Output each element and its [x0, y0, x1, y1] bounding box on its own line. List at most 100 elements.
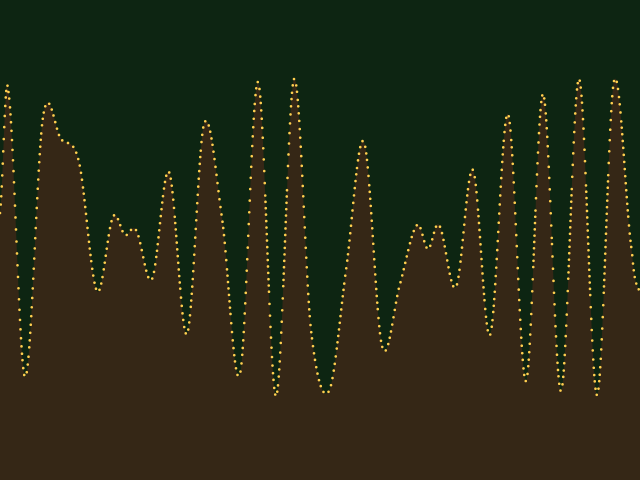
curve-dot	[18, 308, 21, 312]
curve-dot	[258, 87, 261, 91]
curve-dot	[143, 263, 147, 266]
curve-dot	[531, 265, 535, 269]
curve-dot	[567, 264, 571, 268]
curve-dot	[197, 169, 201, 173]
curve-dot	[609, 109, 613, 113]
curve-dot	[588, 293, 592, 297]
curve-dot	[32, 267, 36, 270]
curve-dot	[155, 249, 159, 253]
curve-dot	[254, 86, 258, 90]
curve-dot	[26, 363, 30, 366]
curve-dot	[451, 284, 455, 288]
curve-dot	[10, 138, 14, 142]
curve-dot	[150, 277, 154, 280]
curve-dot	[586, 235, 590, 239]
curve-dot	[496, 230, 500, 234]
curve-dot	[538, 123, 541, 126]
curve-dot	[334, 355, 338, 358]
curve-dot	[573, 121, 577, 124]
curve-dot	[517, 288, 521, 291]
curve-dot	[137, 234, 140, 238]
curve-dot	[548, 199, 552, 203]
curve-dot	[22, 373, 26, 377]
curve-dot	[350, 216, 354, 220]
curve-dot	[339, 314, 342, 318]
curve-dot	[162, 187, 166, 190]
curve-dot	[272, 386, 276, 390]
curve-dot	[342, 282, 346, 285]
curve-dot	[400, 274, 404, 277]
curve-dot	[607, 149, 611, 153]
curve-dot	[620, 126, 624, 129]
curve-dot	[628, 232, 632, 235]
curve-dot	[572, 130, 576, 134]
curve-dot	[93, 281, 96, 284]
curve-dot	[515, 244, 519, 248]
curve-dot	[15, 240, 18, 243]
curve-dot	[402, 267, 406, 271]
curve-dot	[224, 249, 227, 253]
curve-dot	[585, 216, 589, 219]
curve-dot	[180, 304, 184, 308]
curve-dot	[583, 159, 587, 163]
curve-dot	[156, 242, 160, 246]
curve-dot	[457, 275, 460, 279]
curve-dot	[375, 294, 379, 298]
curve-dot	[591, 358, 595, 361]
curve-dot	[36, 178, 40, 181]
curve-dot	[214, 165, 217, 169]
curve-dot	[589, 317, 593, 321]
curve-dot	[175, 248, 179, 251]
curve-dot	[522, 367, 525, 370]
curve-dot	[384, 349, 388, 352]
curve-dot	[477, 214, 480, 218]
curve-dot	[616, 87, 620, 91]
curve-dot	[578, 79, 582, 82]
curve-dot	[602, 278, 606, 282]
curve-dot	[500, 160, 504, 164]
curve-dot	[220, 213, 223, 216]
curve-dot	[277, 375, 281, 378]
curve-dot	[551, 255, 554, 258]
curve-dot	[9, 120, 13, 124]
curve-dot	[313, 358, 317, 362]
curve-dot	[537, 131, 541, 135]
curve-dot	[569, 213, 573, 216]
curve-dot	[182, 325, 186, 329]
curve-dot	[16, 263, 19, 267]
curve-dot	[618, 103, 622, 106]
curve-dot	[633, 275, 637, 279]
curve-dot	[393, 308, 397, 312]
curve-dot	[604, 225, 608, 229]
curve-dot	[89, 259, 93, 263]
curve-dot	[604, 245, 607, 249]
curve-dot	[363, 145, 367, 149]
curve-dot	[193, 236, 197, 239]
curve-dot	[282, 278, 285, 282]
curve-dot	[480, 264, 484, 268]
curve-dot	[57, 133, 61, 137]
curve-dot	[53, 120, 57, 124]
curve-dot	[181, 312, 184, 315]
curve-dot	[196, 193, 200, 197]
curve-dot	[296, 98, 300, 102]
curve-dot	[552, 279, 555, 283]
curve-dot	[79, 171, 83, 175]
curve-dot	[171, 190, 174, 194]
curve-dot	[215, 173, 218, 177]
curve-dot	[282, 272, 286, 275]
curve-dot	[170, 184, 174, 187]
curve-dot	[514, 222, 518, 226]
curve-dot	[261, 136, 265, 140]
curve-dot	[285, 195, 289, 198]
curve-dot	[566, 289, 570, 293]
curve-dot	[283, 240, 287, 243]
curve-dot	[296, 104, 300, 108]
curve-dot	[342, 288, 345, 292]
curve-dot	[337, 328, 341, 331]
curve-dot	[224, 258, 228, 262]
curve-dot	[7, 90, 10, 94]
curve-dot	[39, 138, 43, 142]
curve-dot	[602, 291, 606, 295]
curve-dot	[475, 190, 478, 194]
